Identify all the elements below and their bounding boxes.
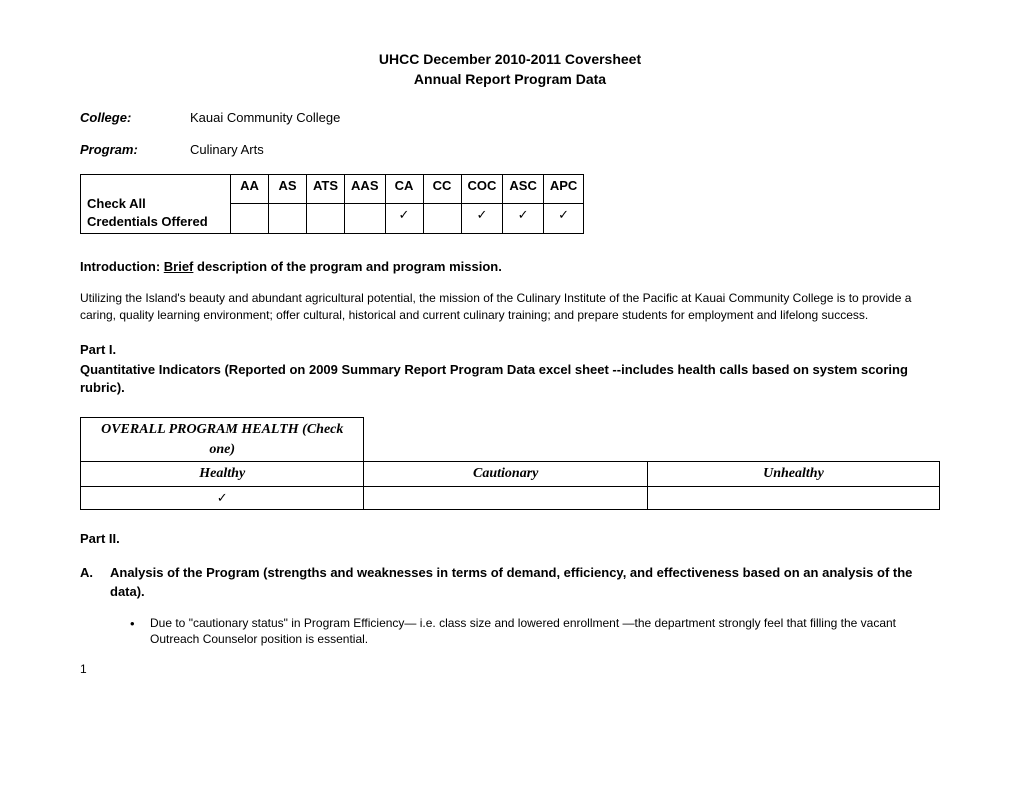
health-header-label: OVERALL PROGRAM HEALTH (Check one) [81, 418, 364, 462]
credential-header-asc: ASC [503, 174, 543, 204]
credential-header-aa: AA [231, 174, 269, 204]
college-label: College: [80, 109, 190, 127]
intro-underlined: Brief [164, 259, 194, 274]
health-table: OVERALL PROGRAM HEALTH (Check one) Healt… [80, 417, 940, 510]
health-empty-1 [364, 418, 647, 462]
program-value: Culinary Arts [190, 141, 940, 159]
credential-check-as [269, 204, 307, 234]
credentials-label-line2: Credentials Offered [87, 214, 208, 229]
credential-header-apc: APC [543, 174, 583, 204]
bullet-row: • Due to "cautionary status" in Program … [130, 615, 940, 647]
credential-check-coc: ✓ [461, 204, 503, 234]
health-col-cautionary: Cautionary [364, 462, 647, 487]
part2-heading: Part II. [80, 530, 940, 548]
credential-check-aa [231, 204, 269, 234]
section-a-letter: A. [80, 564, 110, 600]
credential-header-ats: ATS [307, 174, 345, 204]
program-label: Program: [80, 141, 190, 159]
introduction-heading: Introduction: Brief description of the p… [80, 258, 940, 276]
credential-check-ca: ✓ [385, 204, 423, 234]
credential-header-cc: CC [423, 174, 461, 204]
credentials-table: Check All Credentials Offered AA AS ATS … [80, 174, 584, 235]
credential-check-aas [345, 204, 385, 234]
bullet-text: Due to "cautionary status" in Program Ef… [150, 615, 940, 647]
credentials-label-cell: Check All Credentials Offered [81, 174, 231, 234]
part1-desc: Quantitative Indicators (Reported on 200… [80, 361, 940, 397]
health-col-unhealthy: Unhealthy [647, 462, 939, 487]
college-value: Kauai Community College [190, 109, 940, 127]
credential-header-ca: CA [385, 174, 423, 204]
credential-header-as: AS [269, 174, 307, 204]
credential-check-asc: ✓ [503, 204, 543, 234]
health-check-unhealthy [647, 487, 939, 510]
credential-header-aas: AAS [345, 174, 385, 204]
health-check-cautionary [364, 487, 647, 510]
program-row: Program: Culinary Arts [80, 141, 940, 159]
title-block: UHCC December 2010-2011 Coversheet Annua… [80, 50, 940, 89]
health-empty-2 [647, 418, 939, 462]
introduction-body: Utilizing the Island's beauty and abunda… [80, 290, 940, 322]
credential-check-apc: ✓ [543, 204, 583, 234]
intro-suffix: description of the program and program m… [193, 259, 501, 274]
part1-heading: Part I. [80, 341, 940, 359]
credential-check-cc [423, 204, 461, 234]
college-row: College: Kauai Community College [80, 109, 940, 127]
health-check-healthy: ✓ [81, 487, 364, 510]
page-number: 1 [80, 661, 940, 678]
bullet-marker: • [130, 615, 150, 647]
section-a-text: Analysis of the Program (strengths and w… [110, 564, 940, 600]
health-col-healthy: Healthy [81, 462, 364, 487]
credential-header-coc: COC [461, 174, 503, 204]
section-a-row: A. Analysis of the Program (strengths an… [80, 564, 940, 600]
title-line-2: Annual Report Program Data [80, 70, 940, 90]
credential-check-ats [307, 204, 345, 234]
credentials-label-line1: Check All [87, 196, 146, 211]
intro-prefix: Introduction: [80, 259, 164, 274]
title-line-1: UHCC December 2010-2011 Coversheet [80, 50, 940, 70]
